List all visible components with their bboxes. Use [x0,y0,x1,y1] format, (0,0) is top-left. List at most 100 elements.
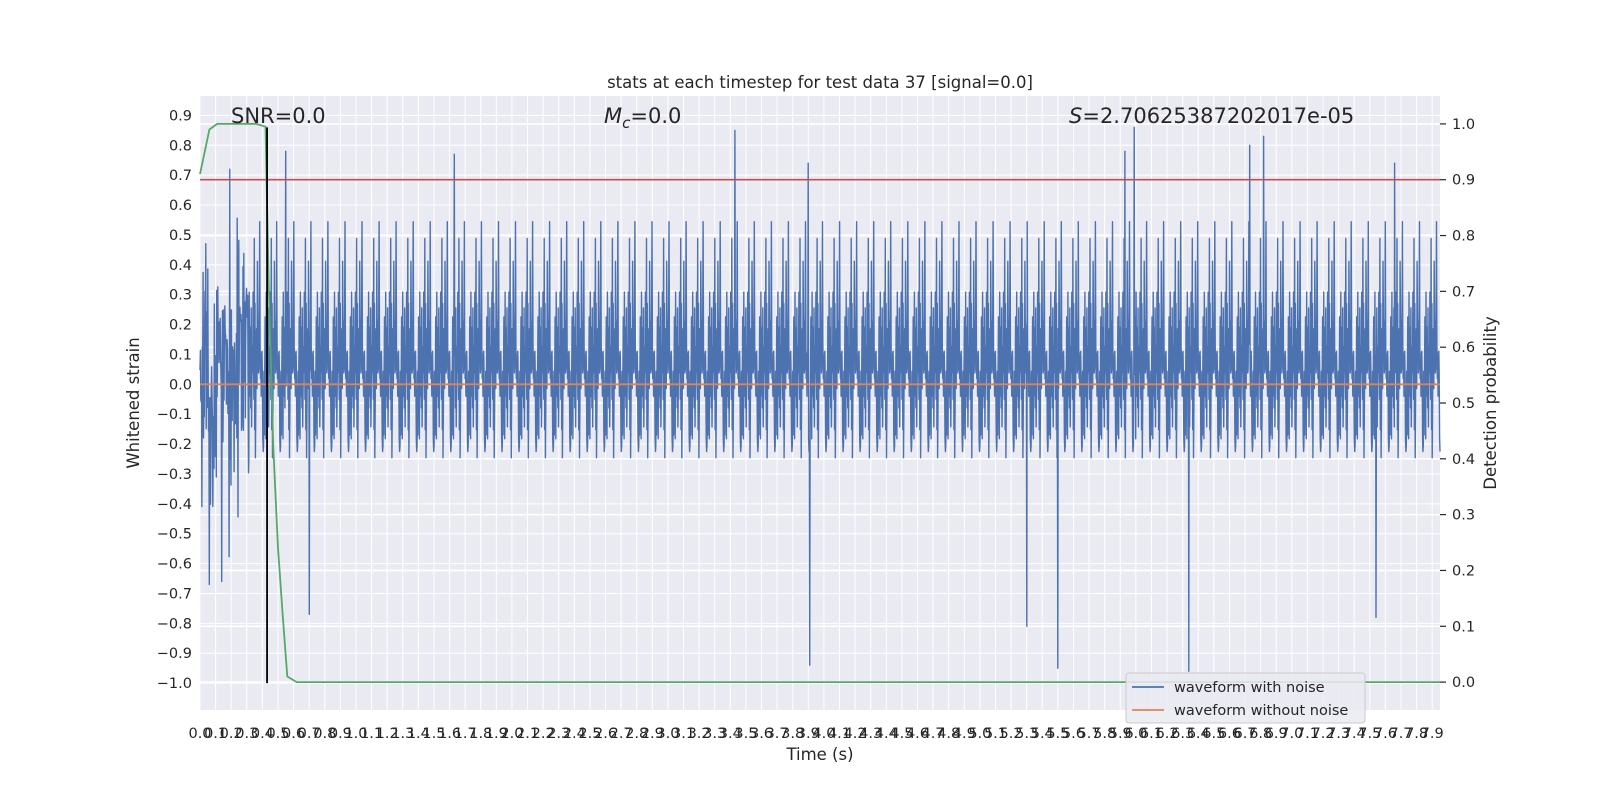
y-axis-label: Whitened strain [124,337,143,468]
y2-tick-label: 0.2 [1452,563,1475,579]
x-tick-label: 2.1 [516,726,539,742]
x-tick-label: 0.6 [282,726,305,742]
x-tick-label: 3.9 [797,726,820,742]
x-tick-label: 3.1 [672,726,695,742]
x-tick-label: 4.4 [875,726,898,742]
y2-tick-label: 0.1 [1452,619,1475,635]
y-tick-label: 0.8 [169,138,192,154]
x-tick-label: 5.9 [1109,726,1132,742]
x-tick-label: 1.1 [360,726,383,742]
x-tick-label: 1.2 [376,726,399,742]
x-tick-label: 4.2 [844,726,867,742]
x-tick-label: 7.2 [1311,726,1334,742]
y2-tick-label: 0.8 [1452,229,1475,245]
x-tick-label: 1.4 [407,726,430,742]
x-tick-label: 3.0 [656,726,679,742]
legend-label-0: waveform with noise [1174,680,1325,696]
y-tick-label: 0.6 [169,198,192,214]
x-tick-label: 5.2 [1000,726,1023,742]
y-axis-ticks: −1.0 −0.9 −0.8 −0.7 −0.6 −0.5 −0.4 −0.3 −0.2 −0.1… [157,108,192,692]
y-tick-label: −0.8 [157,616,192,632]
x-tick-label: 5.0 [968,726,991,742]
x-tick-label: 0.8 [313,726,336,742]
x-tick-label: 4.7 [922,726,945,742]
s-symbol: S [1069,104,1082,128]
y-tick-label: −0.5 [157,527,192,543]
x-tick-label: 6.9 [1265,726,1288,742]
y2-tick-label: 0.6 [1452,340,1475,356]
y2-tick-label: 0.4 [1452,452,1475,468]
x-tick-label: 1.5 [422,726,445,742]
x-tick-label: 1.6 [438,726,461,742]
x-tick-label: 2.2 [532,726,555,742]
y2-tick-label: 0.0 [1452,675,1475,691]
x-tick-label: 4.8 [937,726,960,742]
x-tick-label: 2.4 [563,726,586,742]
s-annotation: S=2.70625387202017e-05 [1069,104,1354,128]
x-tick-label: 3.2 [688,726,711,742]
x-tick-label: 3.8 [781,726,804,742]
x-tick-label: 7.0 [1280,726,1303,742]
x-tick-label: 6.2 [1156,726,1179,742]
chirp-mass-symbol: M [604,104,622,128]
x-tick-label: 0.2 [220,726,243,742]
x-tick-label: 3.7 [766,726,789,742]
x-tick-label: 5.7 [1078,726,1101,742]
y-tick-label: −0.7 [157,586,192,602]
legend: waveform with noise waveform without nois… [1125,672,1366,724]
x-tick-label: 0.5 [266,726,289,742]
x-tick-label: 7.7 [1389,726,1412,742]
x-tick-label: 2.0 [500,726,523,742]
y-tick-label: −0.3 [157,467,192,483]
x-tick-label: 0.7 [298,726,321,742]
x-tick-label: 3.5 [734,726,757,742]
chirp-mass-subscript: c [622,114,631,132]
x-tick-label: 5.8 [1093,726,1116,742]
x-tick-label: 0.4 [251,726,274,742]
x-tick-label: 5.5 [1046,726,1069,742]
x-tick-label: 7.9 [1421,726,1444,742]
chart-title: stats at each timestep for test data 37 … [607,73,1033,92]
y-tick-label: 0.5 [169,228,192,244]
x-tick-label: 1.8 [469,726,492,742]
x-tick-label: 6.4 [1187,726,1210,742]
x-tick-label: 7.4 [1343,726,1366,742]
x-tick-label: 0.3 [235,726,258,742]
chirp-mass-value: =0.0 [630,104,681,128]
x-tick-label: 2.9 [641,726,664,742]
waveform-with-noise-line [199,126,1441,672]
x-tick-label: 5.6 [1062,726,1085,742]
x-tick-label: 2.3 [547,726,570,742]
x-tick-label: 6.5 [1202,726,1225,742]
y2-tick-label: 1.0 [1452,117,1475,133]
x-tick-label: 7.1 [1296,726,1319,742]
x-tick-label: 2.7 [610,726,633,742]
x-tick-label: 2.5 [578,726,601,742]
x-tick-label: 5.1 [984,726,1007,742]
x-tick-label: 6.1 [1140,726,1163,742]
x-tick-label: 3.4 [719,726,742,742]
x-axis-ticks: 0.00.10.20.30.40.50.60.70.80.91.01.11.21… [188,726,1443,742]
x-tick-label: 4.0 [812,726,835,742]
x-tick-label: 4.3 [859,726,882,742]
y-tick-label: 0.9 [169,108,192,124]
x-tick-label: 2.8 [625,726,648,742]
x-tick-label: 0.1 [204,726,227,742]
legend-box [1125,672,1366,724]
y-tick-label: −0.2 [157,437,192,453]
y-tick-label: −0.4 [157,497,192,513]
plot-area [199,123,1441,684]
x-tick-label: 3.3 [703,726,726,742]
x-tick-label: 1.0 [344,726,367,742]
y2-tick-label: 0.7 [1452,284,1475,300]
x-tick-label: 6.7 [1234,726,1257,742]
x-axis-label: Time (s) [785,745,853,764]
y-tick-label: 0.0 [169,377,192,393]
y2-tick-label: 0.5 [1452,396,1475,412]
y2-tick-label: 0.9 [1452,173,1475,189]
x-tick-label: 2.6 [594,726,617,742]
detection-probability-line [199,123,1440,683]
y-tick-label: 0.1 [169,347,192,363]
x-tick-label: 0.0 [188,726,211,742]
